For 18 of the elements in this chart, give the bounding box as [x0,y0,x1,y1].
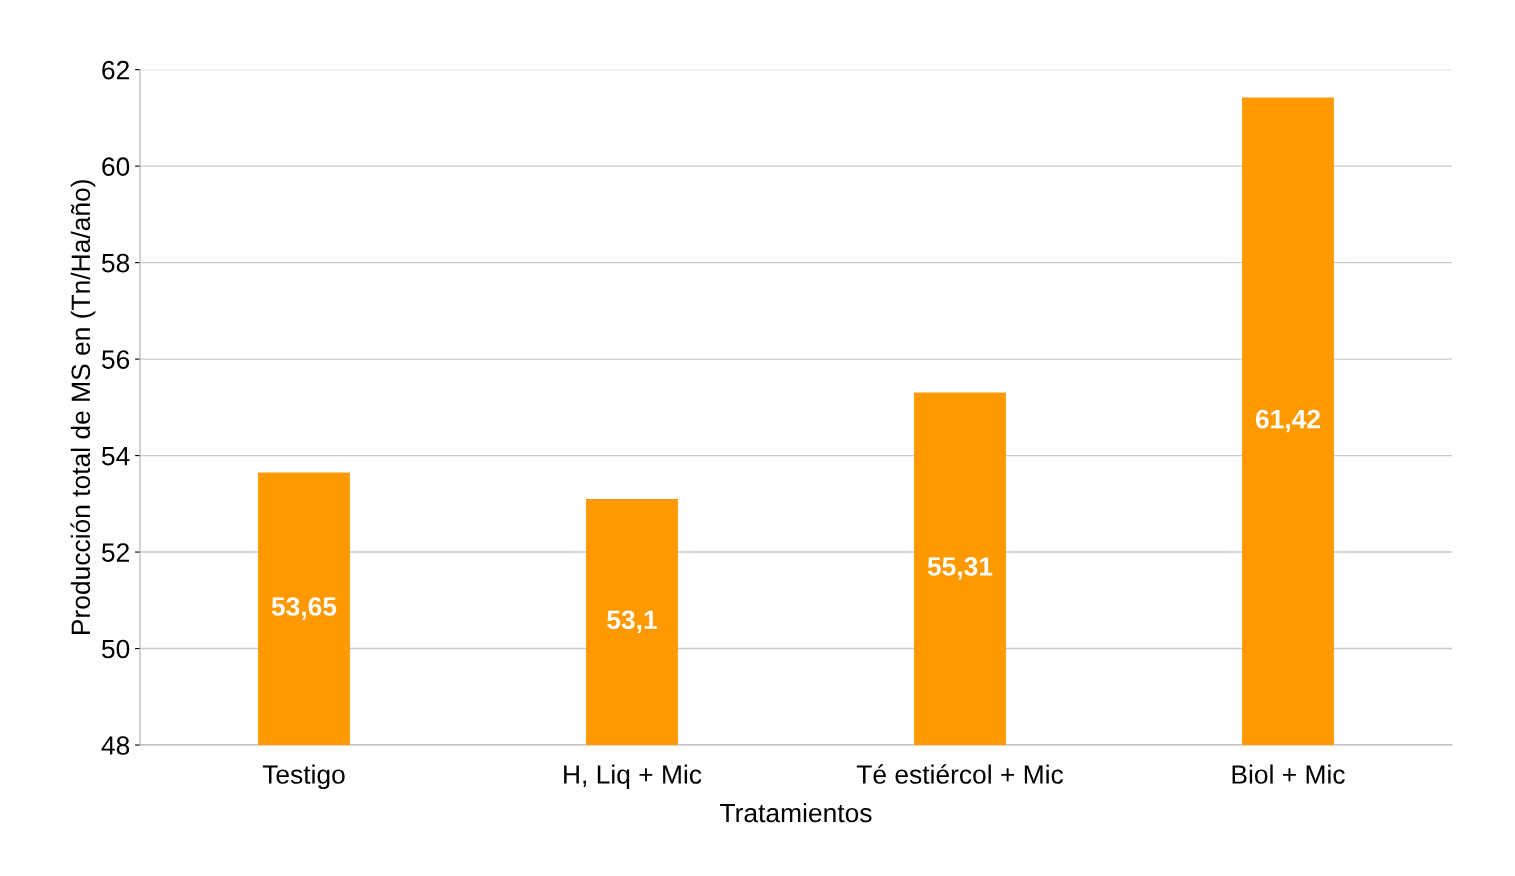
x-tick-label: Té estiércol + Mic [856,764,1064,784]
y-tick-label: 58 [101,253,130,273]
y-tick-label: 52 [101,543,129,562]
y-tick-label: 56 [101,350,130,369]
y-tick-label: 54 [101,446,130,466]
x-tick-label: Testigo [262,764,345,790]
y-tick-label: 60 [102,157,130,176]
x-axis-title: Tratamientos [720,802,872,823]
y-tick-label: 50 [101,639,130,659]
y-axis-title: Producción total de MS en (Tn/Ha/año) [70,180,96,634]
data-label: 55,31 [927,557,993,580]
y-tick-label: 48 [101,736,130,755]
data-label: 53,65 [271,597,337,620]
data-label: 53,1 [607,610,657,633]
data-label: 61,42 [1255,409,1320,433]
y-tick-label: 62 [102,60,129,80]
x-tick-label: Biol + Mic [1232,764,1345,784]
x-tick-label: H, Liq + Mic [564,764,702,790]
